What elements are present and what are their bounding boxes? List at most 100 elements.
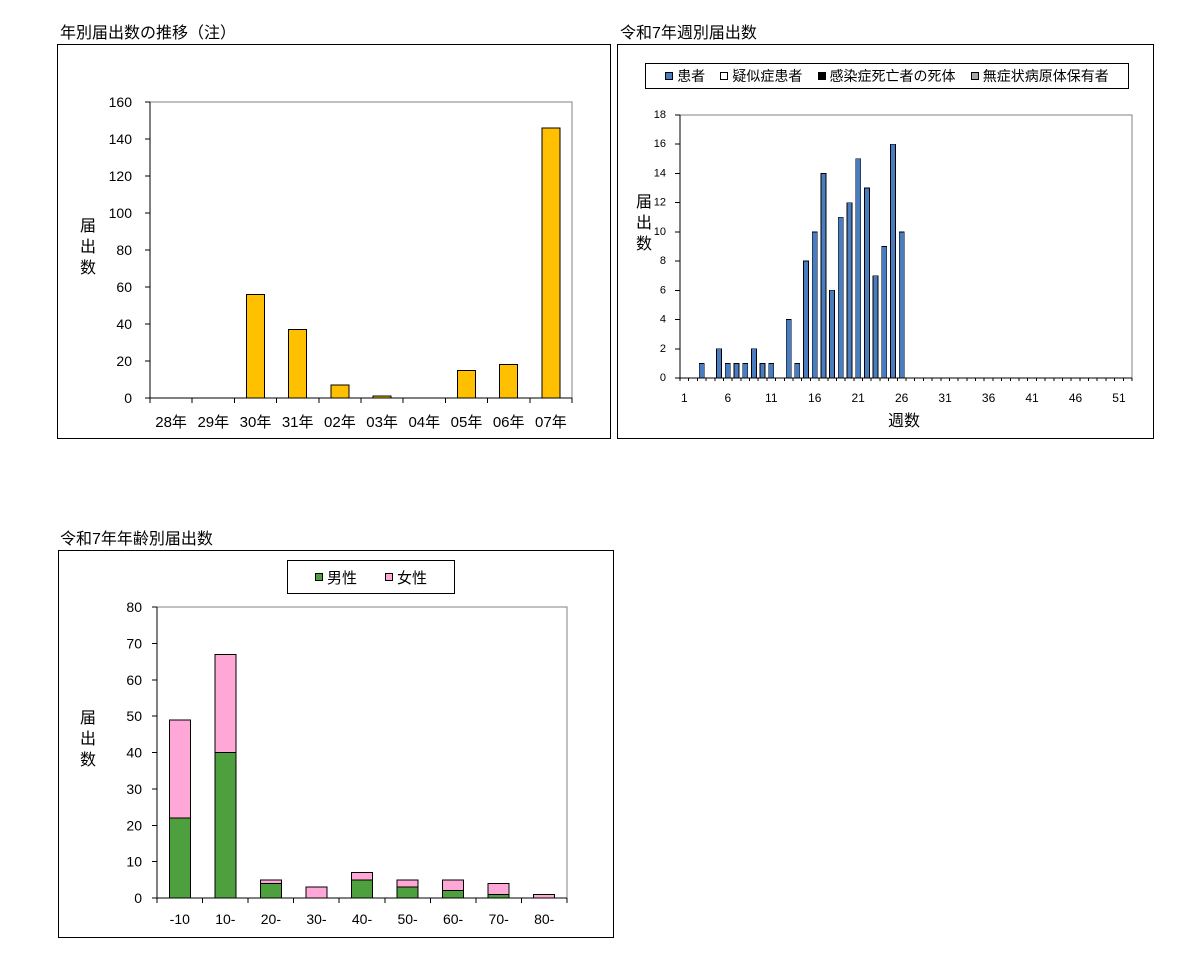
age-y-tick-label: 70 bbox=[126, 635, 142, 651]
weekly-bar-patient-26 bbox=[898, 231, 905, 379]
age-chart-legend: 男性 女性 bbox=[287, 560, 455, 594]
legend-label-deceased: 感染症死亡者の死体 bbox=[829, 68, 956, 84]
age-bar-female-8 bbox=[487, 882, 510, 895]
annual-bar-count-8 bbox=[457, 369, 476, 399]
annual-y-tick-label: 140 bbox=[109, 131, 133, 147]
age-bar-female-2 bbox=[214, 653, 237, 753]
weekly-bar-patient-11 bbox=[768, 362, 775, 379]
age-y-tick-label: 50 bbox=[126, 708, 142, 724]
annual-x-tick-label: 06年 bbox=[493, 414, 525, 431]
weekly-y-tick-label: 14 bbox=[654, 167, 666, 179]
annual-x-tick-label: 04年 bbox=[408, 414, 440, 431]
weekly-y-tick-label: 6 bbox=[660, 284, 666, 296]
weekly-bar-patient-7 bbox=[733, 362, 740, 379]
age-y-tick-label: 30 bbox=[126, 781, 142, 797]
legend-label-asymptomatic: 無症状病原体保有者 bbox=[982, 68, 1109, 84]
annual-y-tick-label: 100 bbox=[109, 205, 133, 221]
weekly-bar-patient-17 bbox=[820, 173, 827, 379]
annual-x-tick-label: 03年 bbox=[366, 414, 398, 431]
weekly-bar-patient-5 bbox=[716, 348, 723, 379]
age-y-tick-label: 40 bbox=[126, 745, 142, 761]
weekly-bar-patient-24 bbox=[881, 246, 888, 379]
legend-item-asymptomatic: 無症状病原体保有者 bbox=[970, 66, 1109, 86]
age-x-tick-label: 60- bbox=[443, 911, 464, 927]
legend-item-suspected: 疑似症患者 bbox=[720, 66, 802, 86]
annual-chart-title: 年別届出数の推移（注） bbox=[60, 25, 237, 42]
legend-swatch-suspected bbox=[720, 72, 729, 80]
weekly-plot-area bbox=[679, 114, 1133, 379]
annual-bar-count-3 bbox=[246, 293, 265, 399]
legend-item-female: 女性 bbox=[385, 567, 427, 588]
age-bar-female-3 bbox=[259, 879, 282, 884]
age-bar-female-9 bbox=[533, 893, 556, 899]
age-y-tick-label: 20 bbox=[126, 817, 142, 833]
age-bar-male-2 bbox=[214, 752, 237, 899]
weekly-bar-patient-6 bbox=[724, 362, 731, 379]
age-bar-male-8 bbox=[487, 893, 510, 899]
annual-y-tick-label: 60 bbox=[116, 279, 132, 295]
age-bar-female-4 bbox=[305, 886, 328, 899]
age-bar-male-5 bbox=[351, 879, 373, 899]
legend-swatch-male bbox=[314, 573, 323, 581]
legend-swatch-patient bbox=[665, 72, 674, 80]
age-bar-female-7 bbox=[442, 879, 465, 892]
weekly-bar-patient-20 bbox=[846, 202, 853, 379]
weekly-y-axis-label: 届出数 bbox=[633, 193, 650, 256]
age-x-tick-label: 20- bbox=[261, 911, 282, 927]
age-y-axis-label: 届出数 bbox=[77, 709, 94, 772]
annual-x-tick-label: 29年 bbox=[197, 414, 229, 431]
annual-y-tick-label: 160 bbox=[109, 94, 133, 110]
age-bar-female-5 bbox=[351, 872, 373, 881]
age-chart-title: 令和7年年齢別届出数 bbox=[60, 531, 213, 548]
age-bar-female-6 bbox=[396, 879, 419, 888]
weekly-bar-patient-3 bbox=[698, 362, 705, 379]
weekly-bar-patient-25 bbox=[890, 143, 896, 379]
weekly-chart-title: 令和7年週別届出数 bbox=[620, 25, 757, 42]
annual-y-tick-label: 120 bbox=[109, 168, 133, 184]
annual-x-tick-label: 31年 bbox=[282, 414, 314, 431]
weekly-x-tick-label: 1 bbox=[681, 391, 688, 405]
weekly-y-tick-label: 8 bbox=[660, 255, 666, 267]
age-bar-male-7 bbox=[442, 890, 465, 899]
weekly-bar-patient-22 bbox=[863, 187, 870, 379]
annual-x-tick-label: 30年 bbox=[240, 414, 272, 431]
annual-x-tick-label: 05年 bbox=[451, 414, 483, 431]
annual-y-axis-label: 届出数 bbox=[77, 217, 94, 280]
weekly-x-tick-label: 41 bbox=[1025, 391, 1039, 405]
weekly-y-tick-label: 12 bbox=[654, 197, 666, 209]
weekly-chart-legend: 患者 疑似症患者 感染症死亡者の死体 無症状病原体保有者 bbox=[645, 63, 1129, 89]
age-bar-female-1 bbox=[168, 719, 191, 819]
annual-plot-area bbox=[149, 101, 573, 399]
weekly-y-tick-label: 16 bbox=[654, 138, 666, 150]
weekly-bar-patient-21 bbox=[855, 158, 862, 379]
weekly-y-tick-label: 0 bbox=[660, 372, 666, 384]
weekly-x-tick-label: 46 bbox=[1069, 391, 1083, 405]
age-x-tick-label: 40- bbox=[352, 911, 373, 927]
annual-bar-count-10 bbox=[541, 127, 561, 399]
legend-label-patient: 患者 bbox=[677, 68, 706, 84]
age-x-tick-label: 30- bbox=[306, 911, 327, 927]
age-x-tick-label: -10 bbox=[170, 911, 190, 927]
weekly-x-tick-label: 26 bbox=[895, 391, 909, 405]
age-x-tick-label: 70- bbox=[489, 911, 510, 927]
legend-item-patient: 患者 bbox=[665, 66, 705, 86]
weekly-bar-patient-9 bbox=[750, 348, 757, 379]
age-y-tick-label: 80 bbox=[126, 599, 142, 615]
weekly-y-tick-label: 2 bbox=[660, 343, 666, 355]
weekly-bar-patient-13 bbox=[785, 319, 792, 379]
age-y-tick-label: 60 bbox=[126, 672, 142, 688]
weekly-x-tick-label: 6 bbox=[724, 391, 731, 405]
weekly-bar-patient-14 bbox=[794, 362, 801, 379]
legend-swatch-deceased bbox=[817, 72, 826, 80]
age-y-tick-label: 10 bbox=[126, 854, 142, 870]
weekly-x-tick-label: 21 bbox=[852, 391, 866, 405]
legend-swatch-asymptomatic bbox=[970, 72, 979, 80]
annual-y-tick-label: 40 bbox=[116, 316, 132, 332]
age-x-tick-label: 80- bbox=[534, 911, 555, 927]
weekly-bar-patient-23 bbox=[872, 275, 879, 379]
annual-y-tick-label: 0 bbox=[124, 390, 132, 406]
age-bar-male-6 bbox=[396, 886, 419, 899]
age-y-tick-label: 0 bbox=[134, 890, 142, 906]
weekly-bar-patient-8 bbox=[742, 362, 749, 379]
